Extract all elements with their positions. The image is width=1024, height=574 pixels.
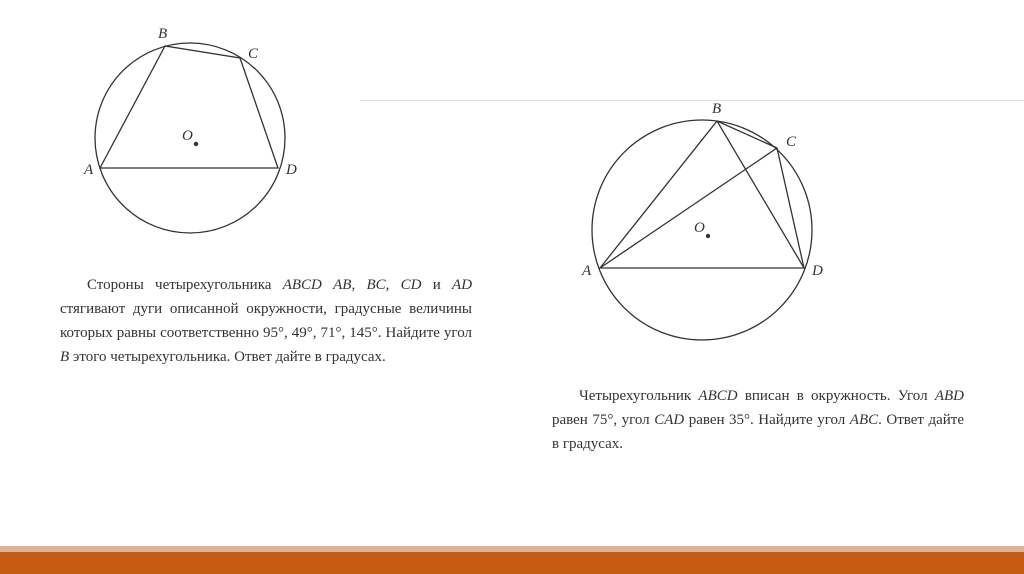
p1-t3: , bbox=[386, 277, 401, 293]
p2-t1: вписан в окружность. Угол bbox=[738, 388, 935, 404]
svg-text:D: D bbox=[811, 263, 823, 279]
svg-text:C: C bbox=[248, 46, 259, 62]
p1-t2: , bbox=[351, 277, 366, 293]
p1-abcd: ABCD bbox=[283, 277, 322, 293]
p1-cd: CD bbox=[401, 277, 422, 293]
p1-bc: BC bbox=[366, 277, 385, 293]
footer-accent-bar bbox=[0, 552, 1024, 574]
p1-t6: этого четырехугольника. Ответ дайте в гр… bbox=[69, 349, 386, 365]
p2-t0: Четырехугольник bbox=[579, 388, 698, 404]
p2-t2: равен 75°, угол bbox=[552, 412, 654, 428]
figure-problem-2: O A B C D bbox=[552, 90, 872, 370]
svg-text:B: B bbox=[158, 26, 167, 42]
problem-1-text: Стороны четырехугольника ABCD AB, BC, CD… bbox=[60, 273, 472, 369]
svg-text:O: O bbox=[694, 220, 705, 236]
p2-t3: равен 35°. Найдите угол bbox=[684, 412, 850, 428]
p2-abc: ABC bbox=[850, 412, 878, 428]
p2-abd: ABD bbox=[935, 388, 964, 404]
right-column: OABCD Четырехугольник ABCD вписан в окру… bbox=[512, 0, 1024, 574]
left-column: OABCD Стороны четырехугольника ABCD AB, … bbox=[0, 0, 512, 574]
p1-t4: и bbox=[422, 277, 453, 293]
svg-text:C: C bbox=[786, 134, 797, 150]
divider-rule bbox=[360, 100, 1024, 101]
svg-text:O: O bbox=[182, 128, 193, 144]
p1-t5: стягивают дуги описанной окружности, гра… bbox=[60, 301, 472, 341]
problem-2-text: Четырехугольник ABCD вписан в окружность… bbox=[552, 384, 964, 456]
svg-text:B: B bbox=[712, 101, 721, 117]
p1-ab: AB bbox=[333, 277, 351, 293]
p2-cad: CAD bbox=[654, 412, 684, 428]
svg-text:A: A bbox=[83, 162, 94, 178]
page-container: OABCD Стороны четырехугольника ABCD AB, … bbox=[0, 0, 1024, 574]
svg-text:A: A bbox=[581, 263, 592, 279]
svg-text:D: D bbox=[285, 162, 297, 178]
p2-abcd: ABCD bbox=[698, 388, 737, 404]
figure-problem-1: O A B C D bbox=[60, 18, 340, 258]
p1-ad: AD bbox=[452, 277, 472, 293]
p1-b: B bbox=[60, 349, 69, 365]
p1-t0: Стороны четырехугольника bbox=[87, 277, 283, 293]
